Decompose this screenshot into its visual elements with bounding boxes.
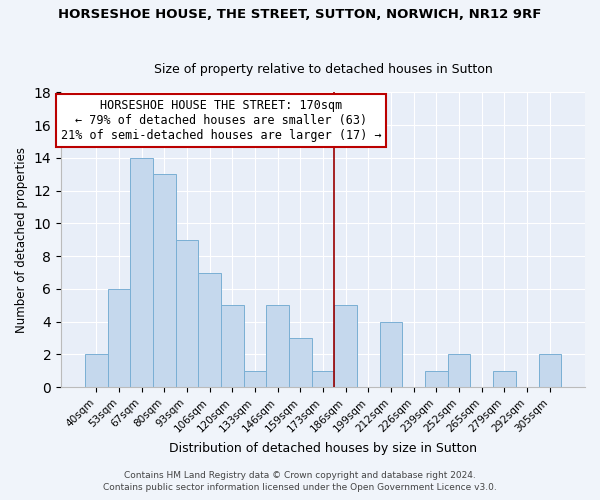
Bar xyxy=(289,338,311,387)
Text: HORSESHOE HOUSE THE STREET: 170sqm
← 79% of detached houses are smaller (63)
21%: HORSESHOE HOUSE THE STREET: 170sqm ← 79%… xyxy=(61,99,381,142)
Title: Size of property relative to detached houses in Sutton: Size of property relative to detached ho… xyxy=(154,63,493,76)
Bar xyxy=(221,305,244,387)
Bar xyxy=(380,322,403,387)
Bar xyxy=(176,240,198,387)
X-axis label: Distribution of detached houses by size in Sutton: Distribution of detached houses by size … xyxy=(169,442,477,455)
Bar xyxy=(334,305,357,387)
Bar xyxy=(153,174,176,387)
Text: HORSESHOE HOUSE, THE STREET, SUTTON, NORWICH, NR12 9RF: HORSESHOE HOUSE, THE STREET, SUTTON, NOR… xyxy=(58,8,542,20)
Bar xyxy=(85,354,107,387)
Bar xyxy=(107,289,130,387)
Bar xyxy=(539,354,561,387)
Y-axis label: Number of detached properties: Number of detached properties xyxy=(15,147,28,333)
Text: Contains HM Land Registry data © Crown copyright and database right 2024.
Contai: Contains HM Land Registry data © Crown c… xyxy=(103,471,497,492)
Bar xyxy=(493,370,516,387)
Bar xyxy=(244,370,266,387)
Bar xyxy=(311,370,334,387)
Bar xyxy=(198,272,221,387)
Bar xyxy=(130,158,153,387)
Bar xyxy=(448,354,470,387)
Bar xyxy=(266,305,289,387)
Bar xyxy=(425,370,448,387)
